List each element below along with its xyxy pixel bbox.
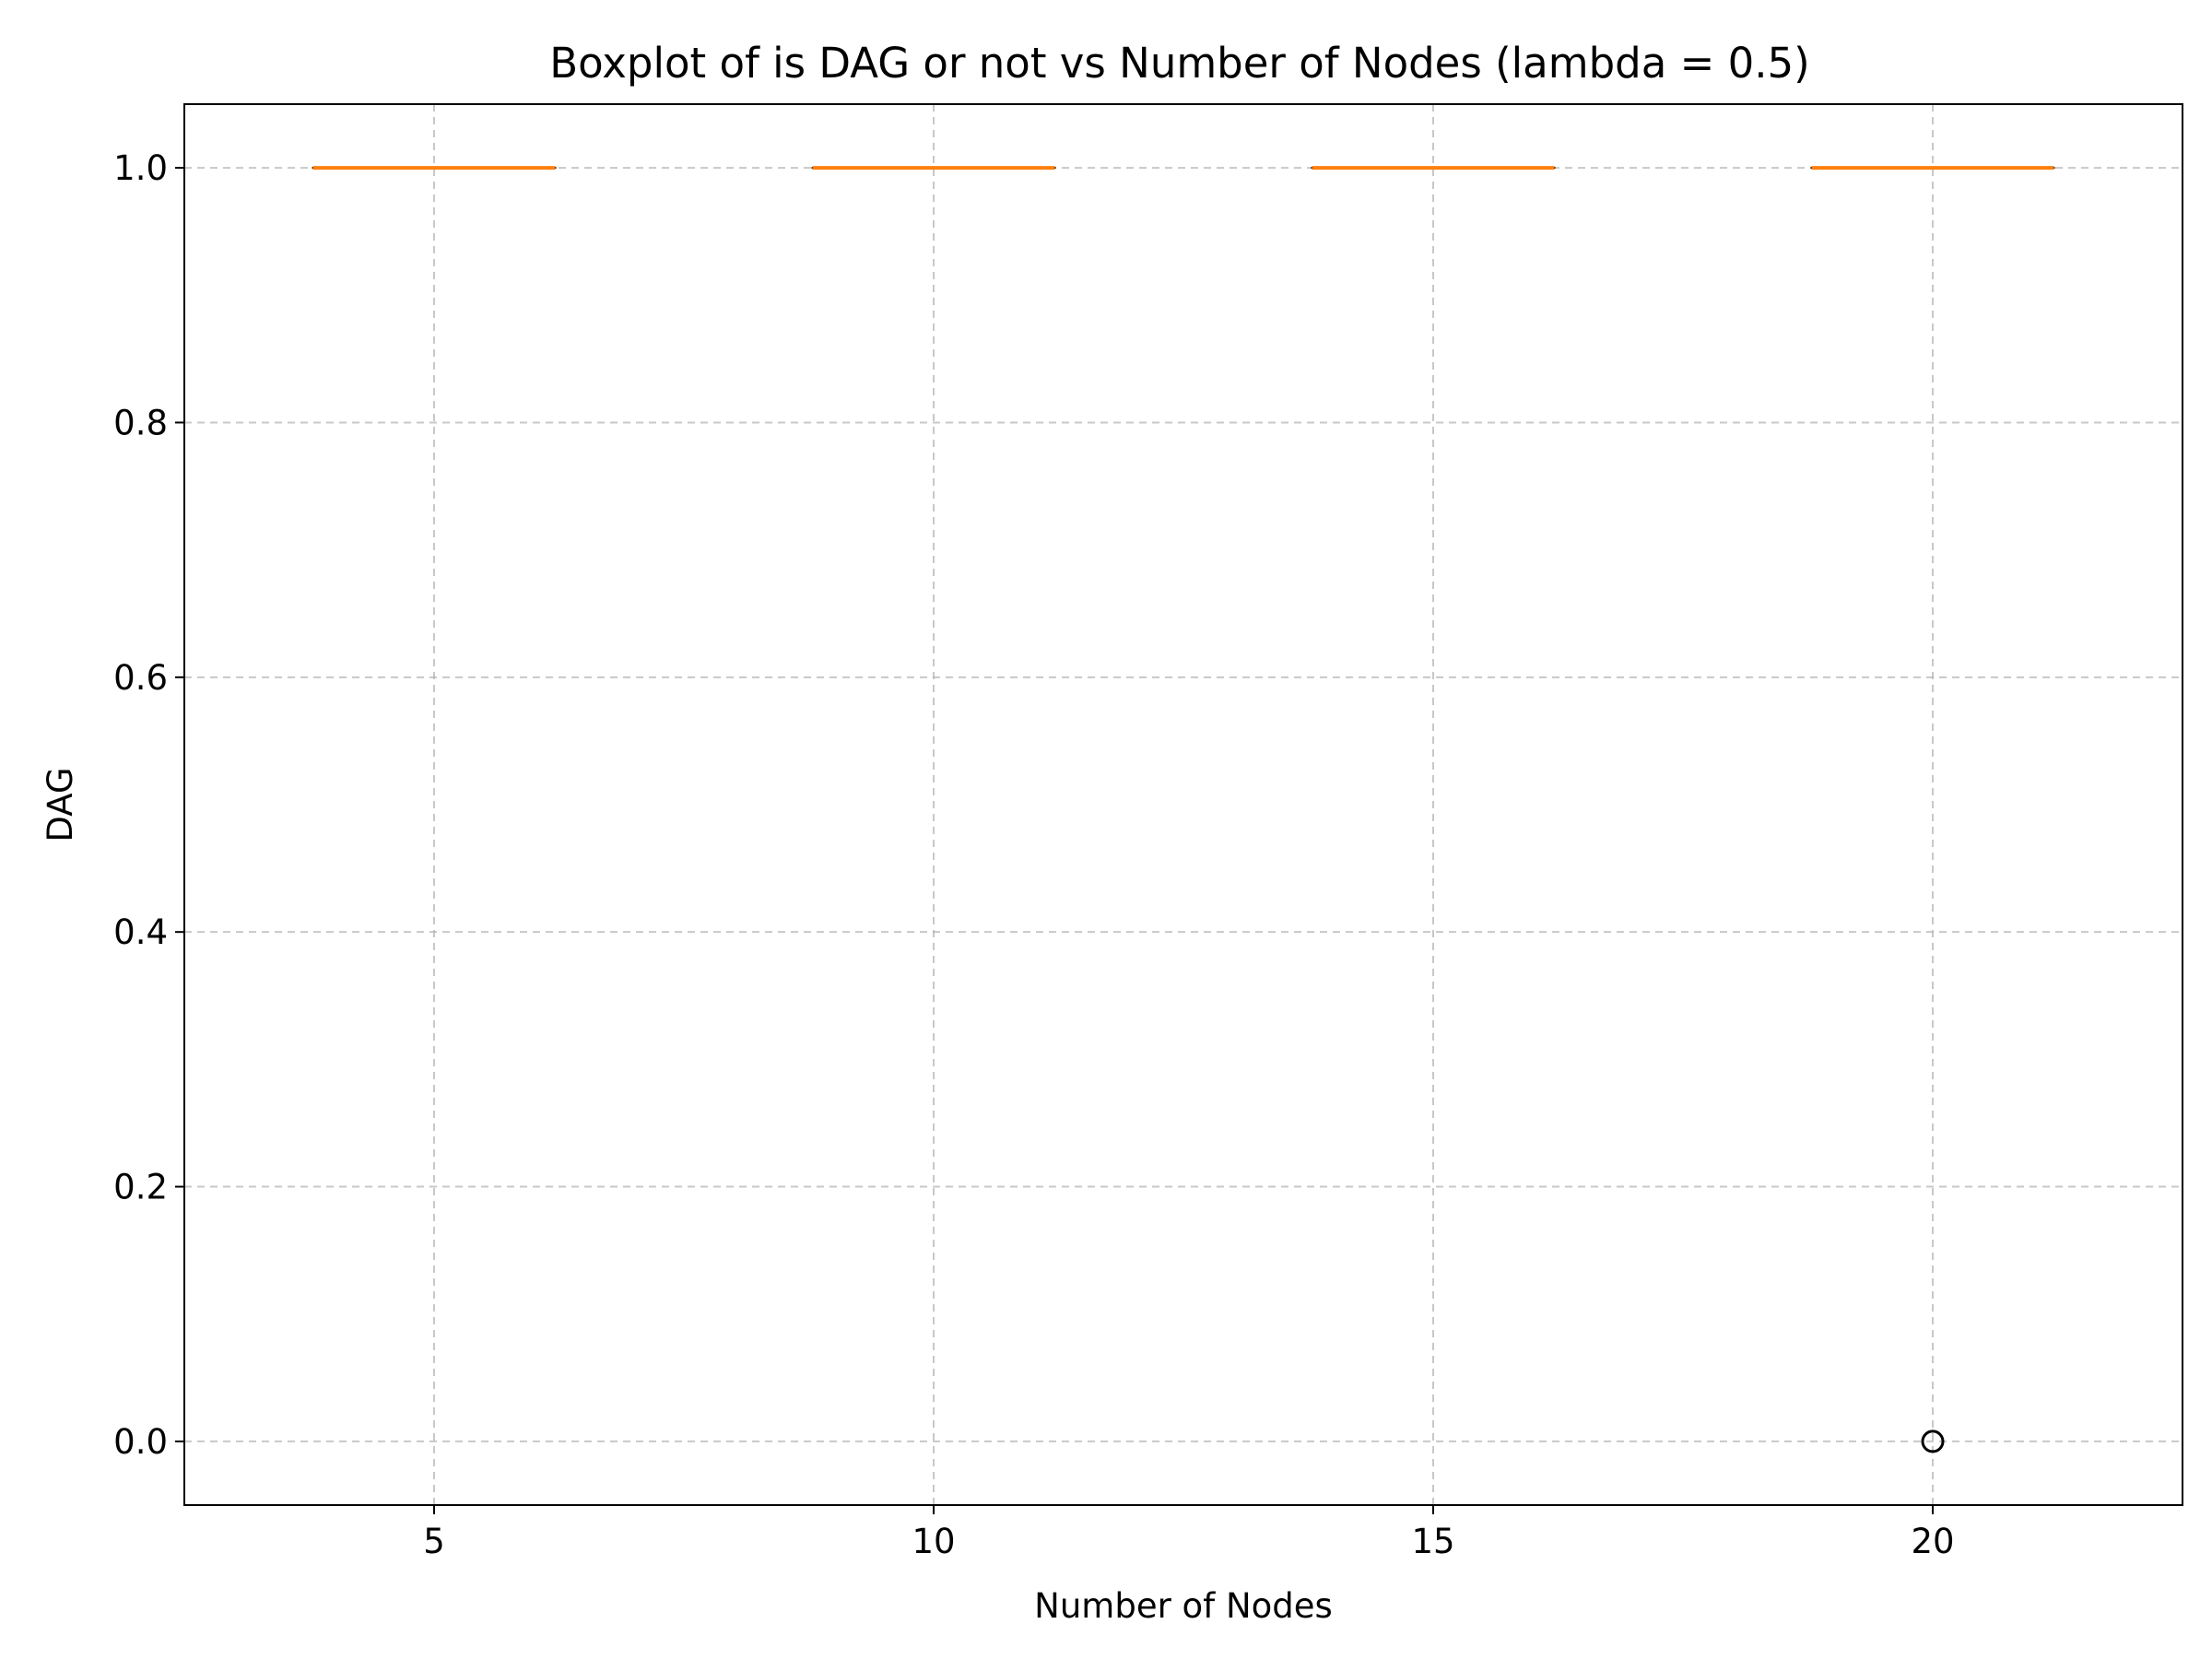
x-tick-label: 15 — [1411, 1522, 1454, 1561]
x-tick-label: 5 — [423, 1522, 445, 1561]
y-tick-label: 0.0 — [113, 1422, 168, 1462]
y-tick-label: 0.2 — [113, 1168, 168, 1207]
chart-title: Boxplot of is DAG or not vs Number of No… — [549, 39, 1809, 88]
outlier-point — [1921, 1430, 1945, 1453]
boxes — [312, 166, 2055, 1453]
grid-lines — [184, 104, 2183, 1505]
plot-area-frame — [183, 103, 2183, 1506]
y-tick-label: 0.4 — [113, 912, 168, 952]
y-tick-label: 0.6 — [113, 658, 168, 698]
x-tick-label: 10 — [912, 1522, 955, 1561]
x-axis-label: Number of Nodes — [1034, 1586, 1333, 1626]
y-tick-label: 1.0 — [113, 148, 168, 188]
y-axis-ticks: 0.0 0.2 0.4 0.6 0.8 1.0 — [113, 148, 184, 1462]
x-axis-ticks: 5 10 15 20 — [423, 1505, 1955, 1561]
x-tick-label: 20 — [1911, 1522, 1954, 1561]
y-tick-label: 0.8 — [113, 403, 168, 442]
y-axis-label: DAG — [41, 767, 80, 841]
